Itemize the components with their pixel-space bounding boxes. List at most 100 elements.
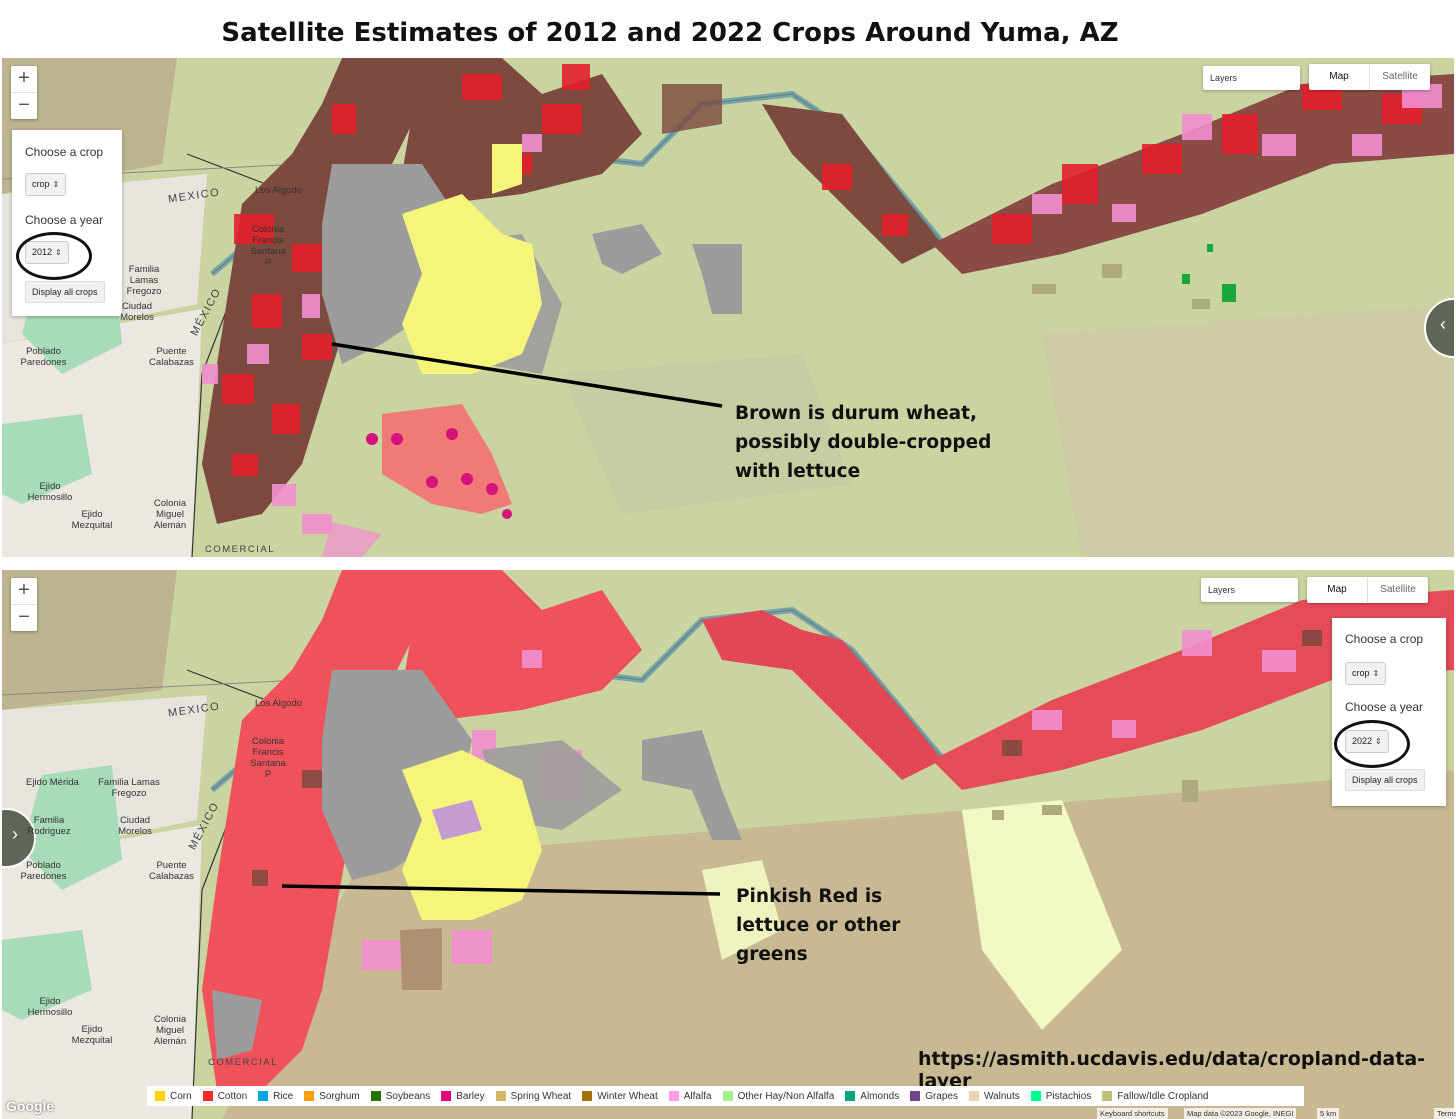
chevron-left-icon: ‹ bbox=[1440, 314, 1446, 334]
map-type-satellite[interactable]: Satellite bbox=[1380, 584, 1416, 595]
place-label: COMERCIAL bbox=[208, 1057, 278, 1068]
legend-label: Pistachios bbox=[1045, 1090, 1092, 1102]
map-canvas-2012[interactable] bbox=[2, 44, 1454, 557]
map-canvas-2022[interactable] bbox=[2, 570, 1454, 1119]
zoom-out-button[interactable]: − bbox=[11, 604, 37, 631]
crop-control-panel-2012: Choose a crop crop ⇕ Choose a year 2012 ⇕ … bbox=[12, 130, 122, 316]
legend-item: Spring Wheat bbox=[495, 1090, 572, 1102]
legend-label: Alfalfa bbox=[683, 1090, 712, 1102]
annotation-text: Pinkish Red is lettuce or other greens bbox=[736, 882, 900, 969]
legend-label: Spring Wheat bbox=[510, 1090, 572, 1102]
chevron-right-icon: › bbox=[12, 824, 18, 844]
crop-select[interactable]: crop ⇕ bbox=[25, 173, 67, 196]
legend-label: Corn bbox=[170, 1090, 192, 1102]
legend-swatch bbox=[304, 1091, 315, 1101]
legend-item: Rice bbox=[258, 1091, 293, 1102]
legend-label: Rice bbox=[273, 1090, 294, 1102]
layers-button[interactable]: Layers bbox=[1203, 66, 1300, 90]
crop-select-value: crop bbox=[1352, 668, 1370, 678]
annotation-line: Brown is durum wheat, bbox=[735, 403, 978, 424]
legend-item: Winter Wheat bbox=[582, 1091, 658, 1102]
legend-label: Soybeans bbox=[385, 1090, 431, 1102]
legend-label: Walnuts bbox=[983, 1090, 1020, 1102]
place-label: Puente Calabazas bbox=[149, 346, 194, 368]
legend-swatch bbox=[582, 1091, 593, 1101]
annotation-text: Brown is durum wheat, possibly double-cr… bbox=[735, 399, 991, 486]
keyboard-shortcuts-link[interactable]: Keyboard shortcuts bbox=[1097, 1108, 1168, 1119]
map-panel-2012[interactable]: + − Choose a crop crop ⇕ Choose a year 20… bbox=[2, 44, 1454, 557]
map-type-control[interactable]: Map Satellite bbox=[1309, 64, 1430, 90]
select-arrows-icon: ⇕ bbox=[52, 180, 60, 189]
place-label: Los Algodo bbox=[255, 185, 303, 196]
display-all-crops-button[interactable]: Display all crops bbox=[1345, 769, 1425, 791]
legend-label: Fallow/Idle Cropland bbox=[1117, 1090, 1209, 1102]
legend-swatch bbox=[1102, 1091, 1113, 1101]
place-label: Colonia Miguel Alemán bbox=[153, 1014, 187, 1047]
place-label: Colonia Francis Santana P bbox=[250, 224, 286, 268]
crop-select-value: crop bbox=[32, 179, 50, 189]
crop-legend: Corn Cotton Rice Sorghum Soybeans Barley Sprin… bbox=[147, 1086, 1304, 1106]
zoom-in-button[interactable]: + bbox=[18, 67, 30, 89]
divider bbox=[1367, 577, 1368, 603]
crop-select[interactable]: crop ⇕ bbox=[1345, 662, 1387, 685]
legend-swatch bbox=[1030, 1091, 1041, 1101]
choose-crop-label: Choose a crop bbox=[25, 145, 104, 159]
choose-year-label: Choose a year bbox=[1345, 700, 1424, 714]
legend-label: Almonds bbox=[860, 1090, 900, 1102]
legend-item: Grapes bbox=[910, 1091, 958, 1102]
layers-button[interactable]: Layers bbox=[1201, 578, 1298, 602]
place-label: Ejido Mezquital bbox=[71, 1024, 113, 1046]
zoom-control-2012[interactable]: + − bbox=[11, 66, 37, 119]
map-type-map[interactable]: Map bbox=[1329, 71, 1349, 82]
map-type-satellite[interactable]: Satellite bbox=[1382, 71, 1418, 82]
figure-title: Satellite Estimates of 2012 and 2022 Cro… bbox=[221, 18, 1119, 48]
zoom-out-button[interactable]: − bbox=[11, 92, 37, 119]
legend-label: Cotton bbox=[217, 1090, 248, 1102]
legend-swatch bbox=[258, 1091, 269, 1101]
legend-label: Barley bbox=[456, 1090, 485, 1102]
divider bbox=[1369, 64, 1370, 90]
legend-label: Other Hay/Non Alfalfa bbox=[737, 1090, 835, 1102]
legend-label: Grapes bbox=[925, 1090, 958, 1102]
legend-swatch bbox=[370, 1091, 381, 1101]
select-arrows-icon: ⇕ bbox=[1372, 669, 1380, 678]
annotation-line: Pinkish Red is bbox=[736, 886, 883, 907]
place-label: Familia Lamas Fregozo bbox=[98, 777, 160, 799]
place-label: COMERCIAL bbox=[205, 544, 275, 555]
annotation-line: with lettuce bbox=[735, 461, 861, 482]
legend-item: Almonds bbox=[845, 1091, 899, 1102]
legend-label: Sorghum bbox=[319, 1090, 360, 1102]
legend-swatch bbox=[495, 1091, 506, 1101]
scale-bar[interactable]: 5 km bbox=[1317, 1108, 1340, 1119]
map-data-attribution: Map data ©2023 Google, INEGI bbox=[1184, 1108, 1297, 1119]
crop-control-panel-2022: Choose a crop crop ⇕ Choose a year 2022 ⇕ … bbox=[1332, 618, 1446, 806]
google-logo: Google bbox=[6, 1098, 55, 1114]
terms-link[interactable]: Terms bbox=[1434, 1108, 1456, 1119]
legend-swatch bbox=[202, 1091, 213, 1101]
annotation-line: greens bbox=[736, 944, 808, 965]
map-panel-2022[interactable]: + − Layers Map Satellite Choose a crop c… bbox=[2, 570, 1454, 1119]
zoom-in-button[interactable]: + bbox=[18, 579, 30, 601]
highlight-circle bbox=[16, 232, 92, 280]
legend-label: Winter Wheat bbox=[597, 1090, 658, 1102]
legend-item: Corn bbox=[155, 1091, 192, 1102]
place-label: Familia Lamas Fregozo bbox=[126, 264, 162, 297]
map-type-control[interactable]: Map Satellite bbox=[1307, 577, 1428, 603]
legend-swatch bbox=[155, 1091, 165, 1101]
annotation-line: lettuce or other bbox=[736, 915, 901, 936]
display-all-crops-button[interactable]: Display all crops bbox=[25, 281, 105, 303]
legend-swatch bbox=[968, 1091, 979, 1101]
legend-item: Sorghum bbox=[304, 1091, 360, 1102]
map-type-map[interactable]: Map bbox=[1327, 584, 1347, 595]
place-label: Los Algodo bbox=[255, 698, 303, 709]
legend-item: Cotton bbox=[202, 1090, 248, 1102]
place-label: Ciudad Morelos bbox=[120, 301, 154, 323]
zoom-control-2022[interactable]: + − bbox=[11, 578, 37, 631]
place-label: Ejido Mérida bbox=[26, 777, 79, 788]
legend-swatch bbox=[845, 1091, 856, 1101]
place-label: Colonia Francis Santana P bbox=[250, 736, 286, 780]
legend-item: Alfalfa bbox=[668, 1090, 712, 1102]
legend-swatch bbox=[722, 1091, 733, 1101]
place-label: Poblado Paredones bbox=[20, 860, 67, 882]
place-label: Familia Rodriguez bbox=[27, 815, 71, 837]
